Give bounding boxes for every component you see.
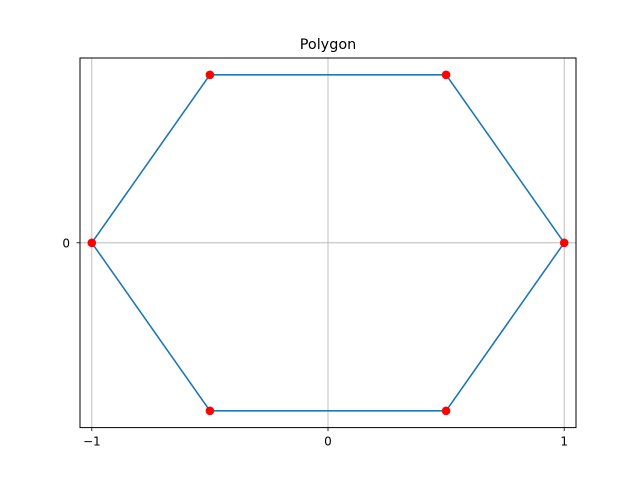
vertex-point [87,238,97,248]
x-tick-label: 1 [560,435,568,449]
vertex-point [441,70,451,80]
vertex-point [205,70,215,80]
y-tick-label: 0 [62,236,70,250]
marker-layer [87,70,569,416]
tick-layer: −1 0 1 0 [62,236,568,448]
vertex-point [205,406,215,416]
vertex-point [441,406,451,416]
x-tick-label: 0 [324,435,332,449]
x-tick-label: −1 [83,435,101,449]
chart-title: Polygon [300,37,357,53]
vertex-point [559,238,569,248]
